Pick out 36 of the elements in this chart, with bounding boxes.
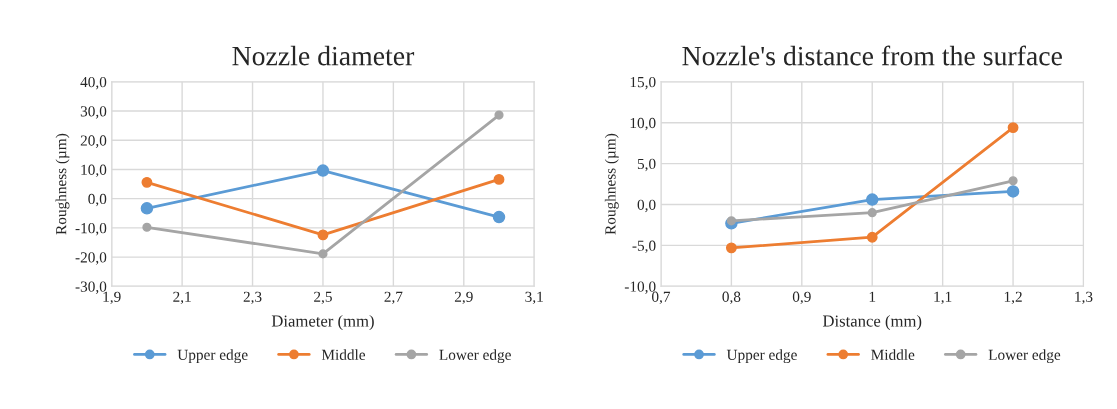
y-tick-label: 30,0 [80,106,107,119]
x-tick-label: 2,9 [454,291,473,305]
y-tick-label: -5,0 [632,240,656,254]
y-tick-label: 10,0 [81,164,107,178]
x-tick-label: 0,8 [722,291,741,305]
x-tick-label: 2,5 [314,291,332,305]
y-tick-label: 0,0 [637,199,656,213]
x-tick-label: 1,3 [1075,291,1093,305]
y-tick-label: 20,0 [80,135,107,148]
x-tick-label: 2,7 [384,291,403,305]
y-tick-label: 5,0 [637,158,656,172]
y-tick-label: 10,0 [630,117,656,131]
x-tick-label: 1 [869,291,876,302]
x-axis-title: Diameter (mm) [271,314,374,331]
x-tick-label: 2,3 [243,291,262,305]
x-tick-label: 2,1 [173,291,191,305]
y-tick-label: -20,0 [75,252,107,265]
x-tick-label: 0,9 [792,291,811,305]
y-tick-label: 15,0 [630,76,656,90]
legend-label: Middle [321,349,366,360]
y-tick-label: 40,0 [80,76,107,90]
y-tick-label: -10,0 [75,223,107,236]
y-axis-title: Roughness (µm) [604,133,619,235]
legend-label: Lower edge [988,349,1061,364]
legend-label: Middle [871,349,915,360]
chart-title: Nozzle diameter [232,45,415,66]
y-axis-title: Roughness (µm) [55,133,70,235]
legend-label: Lower edge [439,349,511,364]
x-axis-title: Distance (mm) [822,314,922,331]
x-tick-label: 3,1 [525,291,543,305]
legend-label: Upper edge [177,349,248,364]
x-tick-label: 1,1 [934,291,952,305]
y-tick-label: 0,0 [88,193,107,207]
chart-title: Nozzle's distance from the surface [682,45,1062,66]
x-tick-label: 1,2 [1004,291,1022,305]
legend-label: Upper edge [726,349,797,364]
